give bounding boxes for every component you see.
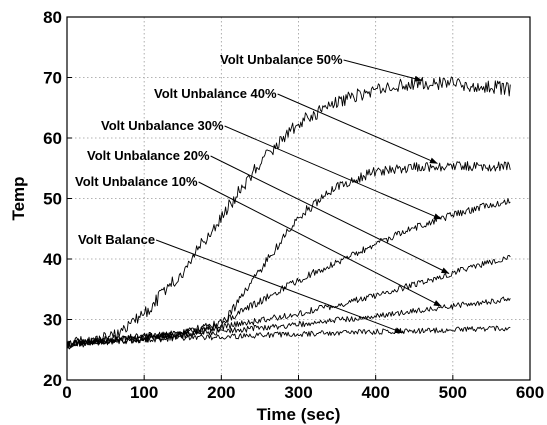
annotation-label-volt-unbalance-50: Volt Unbalance 50%: [220, 52, 343, 67]
annotation-arrow-volt-unbalance-30: [224, 125, 442, 220]
series-line-volt-unbalance-10: [66, 296, 511, 347]
tick-layer: 0 100 200 300 400 500 600 20 30 40 50 60 70 80: [43, 8, 544, 402]
annotation-label-volt-unbalance-20: Volt Unbalance 20%: [87, 148, 210, 163]
gridlines: [67, 17, 530, 380]
x-tick-label: 200: [207, 383, 235, 402]
annotation-arrow-volt-balance: [155, 239, 404, 334]
y-tick-label: 80: [43, 8, 62, 27]
y-tick-label: 40: [43, 250, 62, 269]
annotation-label-volt-unbalance-30: Volt Unbalance 30%: [101, 118, 224, 133]
y-axis-label: Temp: [9, 176, 28, 220]
series-line-volt-unbalance-50: [66, 76, 511, 350]
x-axis-label: Time (sec): [257, 405, 341, 424]
annotation-arrow-volt-unbalance-50: [343, 59, 423, 82]
annotation-label-volt-unbalance-40: Volt Unbalance 40%: [154, 86, 277, 101]
y-tick-label: 50: [43, 190, 62, 209]
annotation-label-volt-balance: Volt Balance: [78, 232, 155, 247]
x-tick-label: 100: [130, 383, 158, 402]
annotation-arrow-volt-unbalance-20: [210, 155, 450, 274]
y-tick-label: 30: [43, 311, 62, 330]
x-tick-label: 600: [516, 383, 544, 402]
series-layer: [66, 76, 511, 350]
x-tick-label: 0: [62, 383, 71, 402]
y-tick-label: 20: [43, 371, 62, 390]
x-tick-label: 500: [439, 383, 467, 402]
annotation-label-volt-unbalance-10: Volt Unbalance 10%: [75, 174, 198, 189]
x-tick-label: 300: [284, 383, 312, 402]
series-line-volt-unbalance-20: [66, 254, 511, 348]
y-tick-label: 60: [43, 129, 62, 148]
annotation-layer: Volt Unbalance 50% Volt Unbalance 40% Volt…: [75, 52, 450, 334]
x-tick-label: 400: [361, 383, 389, 402]
series-line-volt-unbalance-40: [66, 161, 511, 349]
annotation-arrow-volt-unbalance-10: [198, 181, 442, 307]
y-tick-label: 70: [43, 69, 62, 88]
annotation-arrow-volt-unbalance-40: [277, 93, 438, 164]
series-line-volt-balance: [66, 325, 511, 347]
